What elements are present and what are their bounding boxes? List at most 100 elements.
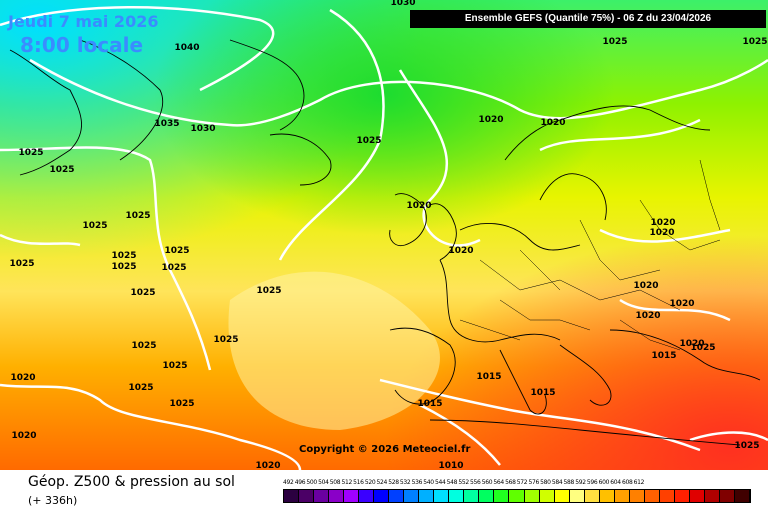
legend-color-swatch [359,490,375,502]
pressure-label: 1020 [540,118,566,128]
pressure-label: 1025 [82,221,108,231]
legend-color-swatch [389,490,405,502]
pressure-label: 1025 [18,148,44,158]
legend-value-label: 612 [633,479,645,486]
legend-color-swatch [524,490,540,502]
pressure-label: 1025 [125,211,151,221]
pressure-label: 1020 [635,311,661,321]
legend-color-swatch [419,490,435,502]
legend-value-label: 536 [411,479,423,486]
legend-color-swatch [554,490,570,502]
legend-color-swatch [689,490,705,502]
geopotential-map [0,0,768,470]
forecast-date: Jeudi 7 mai 2026 [8,12,159,31]
legend-value-label: 504 [318,479,329,486]
legend-color-swatch [719,490,735,502]
pressure-label: 1020 [255,461,281,471]
legend-color-swatch [599,490,615,502]
pressure-label: 1025 [734,441,760,451]
pressure-label: 1020 [633,281,659,291]
legend-color-swatch [344,490,360,502]
legend-color-swatch [404,490,420,502]
legend-value-label: 544 [434,479,446,486]
pressure-label: 1025 [164,246,190,256]
borders [459,159,721,351]
legend-color-swatch [659,490,675,502]
legend-value-label: 508 [329,479,341,486]
pressure-label: 1020 [679,339,705,349]
legend-value-label: 492 [283,479,294,486]
pressure-label: 1020 [478,115,504,125]
legend-color-swatch [704,490,720,502]
pressure-label: 1015 [417,399,443,409]
z500-ridge-area [228,271,440,430]
pressure-label: 1025 [49,165,75,175]
legend-value-label: 512 [341,479,352,486]
isobars [0,6,768,470]
pressure-label: 1025 [130,288,156,298]
pressure-label: 1025 [602,37,628,47]
pressure-label: 1015 [530,388,556,398]
legend-value-label: 532 [399,479,411,486]
pressure-label: 1020 [649,228,675,238]
legend-color-swatch [629,490,645,502]
legend-color-swatch [464,490,480,502]
pressure-label: 1025 [161,263,187,273]
legend-color-swatch [299,490,315,502]
pressure-label: 1020 [650,218,676,228]
pressure-label: 1025 [742,37,768,47]
legend-value-label: 500 [306,479,317,486]
legend-value-label: 516 [353,479,364,486]
forecast-local-time: 8:00 locale [20,33,144,57]
pressure-label: 1025 [256,286,282,296]
pressure-label: 1025 [162,361,188,371]
legend-color-swatch [434,490,450,502]
legend-value-label: 608 [621,479,633,486]
pressure-label: 1020 [448,246,474,256]
legend-color-swatch [374,490,390,502]
legend-color-swatch [494,490,510,502]
legend-value-label: 568 [505,479,516,486]
legend-color-swatch [539,490,555,502]
legend-color-swatch [509,490,525,502]
legend-value-label: 580 [540,479,551,486]
legend-value-label: 496 [294,479,306,486]
pressure-label: 1025 [356,136,382,146]
legend-color-swatch [329,490,345,502]
legend-value-label: 588 [563,479,575,486]
legend-value-label: 600 [598,479,610,486]
legend-color-bar [283,489,751,503]
lead-time: (+ 336h) [28,494,78,507]
legend-color-swatch [314,490,330,502]
legend-value-label: 592 [575,479,586,486]
pressure-label: 1025 [111,251,137,261]
legend-color-swatch [734,490,750,502]
legend-color-swatch [479,490,495,502]
pressure-label: 1015 [476,372,502,382]
legend-value-label: 596 [586,479,598,486]
pressure-label: 1010 [438,461,464,471]
pressure-label: 1020 [11,431,37,441]
legend-value-label: 556 [470,479,481,486]
legend-value-label: 524 [376,479,388,486]
pressure-label: 1020 [669,299,695,309]
legend-color-swatch [584,490,600,502]
legend-value-label: 572 [516,479,528,486]
pressure-label: 1025 [213,335,239,345]
legend-value-label: 520 [364,479,376,486]
pressure-label: 1030 [190,124,216,134]
model-info-banner: Ensemble GEFS (Quantile 75%) - 06 Z du 2… [410,10,766,28]
coastlines [9,39,761,446]
legend-value-label: 584 [551,479,563,486]
pressure-label: 1025 [9,259,35,269]
legend-value-label: 560 [481,479,493,486]
pressure-label: 1025 [128,383,154,393]
legend-value-label: 548 [446,479,458,486]
legend-value-label: 552 [458,479,469,486]
pressure-label: 1030 [390,0,416,8]
pressure-label: 1025 [690,343,716,353]
legend-value-label: 564 [493,479,504,486]
legend-color-swatch [614,490,630,502]
parameter-title: Géop. Z500 & pression au sol [28,474,235,490]
